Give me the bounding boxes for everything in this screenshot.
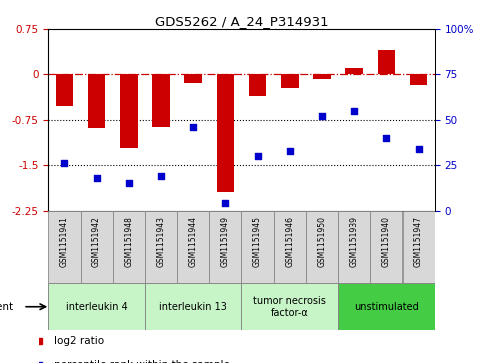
Text: GSM1151939: GSM1151939 [350,216,359,267]
Text: unstimulated: unstimulated [354,302,419,312]
Bar [177,211,209,283]
Point [383,135,390,141]
Bar [48,211,81,283]
Text: interleukin 4: interleukin 4 [66,302,128,312]
Bar [88,74,105,128]
Bar [249,74,267,95]
Bar [242,283,338,330]
Text: GSM1151950: GSM1151950 [317,216,327,267]
Bar [113,211,145,283]
Point [415,146,423,152]
Bar [145,211,177,283]
Text: GSM1151946: GSM1151946 [285,216,294,267]
Point [222,200,229,206]
Bar [338,283,435,330]
Bar [306,211,338,283]
Text: GSM1151945: GSM1151945 [253,216,262,267]
Point [93,175,100,181]
Point [125,180,133,186]
Bar [345,68,363,74]
Bar [370,211,402,283]
Text: GSM1151944: GSM1151944 [189,216,198,267]
Text: log2 ratio: log2 ratio [54,336,104,346]
Bar [216,74,234,192]
Text: agent: agent [0,302,14,312]
Point [318,113,326,119]
Point [60,160,68,166]
Point [189,124,197,130]
Bar [120,74,138,148]
Text: GSM1151940: GSM1151940 [382,216,391,267]
Text: GSM1151948: GSM1151948 [124,216,133,267]
Bar [152,74,170,127]
Bar [185,74,202,83]
Text: GSM1151943: GSM1151943 [156,216,166,267]
Point [350,108,358,114]
Bar [145,283,242,330]
Bar [402,211,435,283]
Text: GSM1151947: GSM1151947 [414,216,423,267]
Title: GDS5262 / A_24_P314931: GDS5262 / A_24_P314931 [155,15,328,28]
Bar [378,50,395,74]
Bar [209,211,242,283]
Bar [313,74,331,79]
Bar [281,74,298,88]
Bar [242,211,274,283]
Bar [338,211,370,283]
Point [286,148,294,154]
Text: tumor necrosis
factor-α: tumor necrosis factor-α [254,296,326,318]
Bar [274,211,306,283]
Bar [48,283,145,330]
Bar [56,74,73,106]
Text: GSM1151949: GSM1151949 [221,216,230,267]
Bar [81,211,113,283]
Point [157,173,165,179]
Text: interleukin 13: interleukin 13 [159,302,227,312]
Bar [410,74,427,85]
Text: percentile rank within the sample: percentile rank within the sample [54,360,230,363]
Point [254,153,261,159]
Text: GSM1151941: GSM1151941 [60,216,69,267]
Text: GSM1151942: GSM1151942 [92,216,101,267]
